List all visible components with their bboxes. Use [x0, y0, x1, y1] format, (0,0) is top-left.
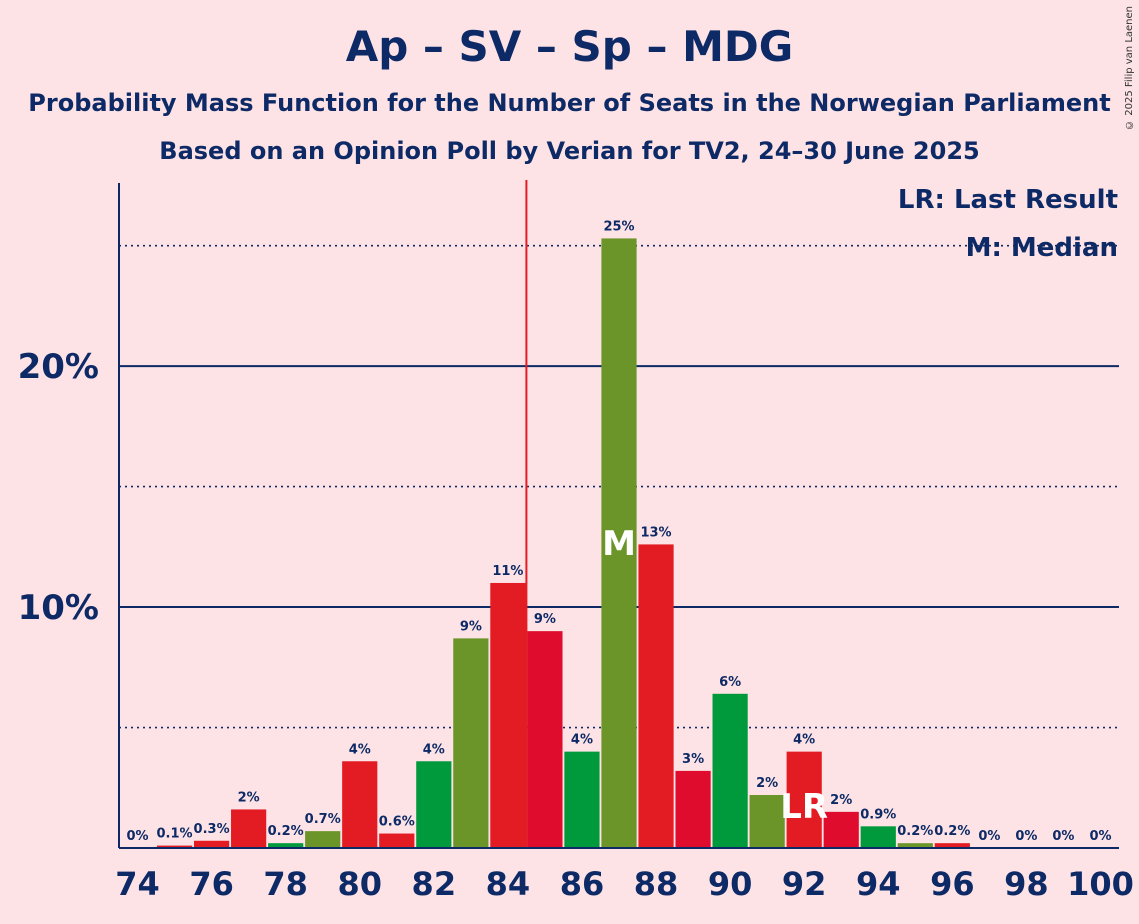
- chart-title: Ap – SV – Sp – MDG: [345, 22, 794, 71]
- bar-seat-87: [601, 238, 637, 848]
- x-tick-label-98: 98: [1004, 865, 1049, 903]
- bar-seat-90: [712, 693, 748, 848]
- bar-label-seat-92: 4%: [793, 733, 815, 748]
- bar-label-seat-91: 2%: [756, 776, 778, 791]
- y-tick-label-20: 20%: [18, 347, 99, 387]
- bar-label-seat-88: 13%: [640, 525, 671, 540]
- bar-seat-79: [305, 831, 341, 848]
- bar-label-seat-79: 0.7%: [305, 812, 341, 827]
- bar-seat-81: [379, 833, 415, 848]
- bar-seat-76: [194, 840, 230, 848]
- x-tick-label-88: 88: [634, 865, 679, 903]
- bar-label-seat-83: 9%: [460, 619, 482, 634]
- bar-seat-84: [490, 582, 526, 848]
- bar-label-seat-100: 0%: [1089, 829, 1111, 844]
- y-tick-label-10: 10%: [18, 588, 99, 628]
- bar-seat-80: [342, 761, 378, 848]
- bar-seat-75: [156, 845, 193, 848]
- bar-label-seat-75: 0.1%: [157, 827, 193, 842]
- x-tick-label-84: 84: [486, 865, 531, 903]
- x-tick-label-100: 100: [1067, 865, 1134, 903]
- x-tick-label-76: 76: [189, 865, 234, 903]
- bar-label-seat-97: 0%: [978, 829, 1000, 844]
- bar-label-seat-96: 0.2%: [934, 824, 970, 839]
- x-tick-label-94: 94: [856, 865, 901, 903]
- bar-seat-78: [268, 843, 304, 848]
- bar-label-seat-86: 4%: [571, 733, 593, 748]
- bar-label-seat-81: 0.6%: [379, 815, 415, 830]
- bar-seat-89: [675, 770, 711, 848]
- last-result-marker: LR: [780, 787, 828, 827]
- bar-seat-82: [416, 761, 452, 848]
- bar-label-seat-98: 0%: [1015, 829, 1037, 844]
- median-marker: M: [602, 524, 636, 564]
- bar-label-seat-99: 0%: [1052, 829, 1074, 844]
- bar-label-seat-93: 2%: [830, 793, 852, 808]
- x-tick-label-96: 96: [930, 865, 975, 903]
- bar-label-seat-76: 0.3%: [194, 822, 230, 837]
- bar-label-seat-74: 0%: [126, 829, 148, 844]
- bar-label-seat-90: 6%: [719, 675, 741, 690]
- bar-seat-77: [231, 809, 267, 848]
- bar-seat-95: [897, 843, 933, 848]
- bar-seat-93: [823, 811, 859, 848]
- bar-seat-94: [860, 826, 896, 848]
- bar-label-seat-87: 25%: [603, 219, 634, 234]
- x-tick-label-92: 92: [782, 865, 827, 903]
- bar-seat-91: [749, 794, 785, 848]
- bar-label-seat-77: 2%: [238, 790, 260, 805]
- bar-seat-88: [638, 544, 674, 848]
- bar-label-seat-89: 3%: [682, 752, 704, 767]
- bar-label-seat-84: 11%: [492, 564, 523, 579]
- chart-subtitle-line-2: Based on an Opinion Poll by Verian for T…: [159, 137, 980, 165]
- x-tick-label-86: 86: [560, 865, 605, 903]
- bar-label-seat-94: 0.9%: [860, 807, 896, 822]
- bar-seat-86: [564, 751, 600, 848]
- bar-seat-85: [527, 631, 563, 848]
- x-tick-label-80: 80: [337, 865, 382, 903]
- bar-label-seat-80: 4%: [349, 742, 371, 757]
- bar-seat-96: [934, 843, 970, 848]
- bar-seat-83: [453, 638, 489, 848]
- bar-label-seat-95: 0.2%: [897, 824, 933, 839]
- x-tick-label-82: 82: [412, 865, 457, 903]
- bar-seat-92: [786, 751, 822, 848]
- bar-label-seat-82: 4%: [423, 742, 445, 757]
- legend-median: M: Median: [965, 233, 1118, 263]
- x-tick-label-74: 74: [115, 865, 160, 903]
- bar-label-seat-85: 9%: [534, 612, 556, 627]
- legend-last-result: LR: Last Result: [897, 185, 1118, 215]
- x-tick-label-78: 78: [263, 865, 308, 903]
- x-tick-label-90: 90: [708, 865, 753, 903]
- bar-label-seat-78: 0.2%: [268, 824, 304, 839]
- chart-subtitle-line-1: Probability Mass Function for the Number…: [28, 89, 1111, 117]
